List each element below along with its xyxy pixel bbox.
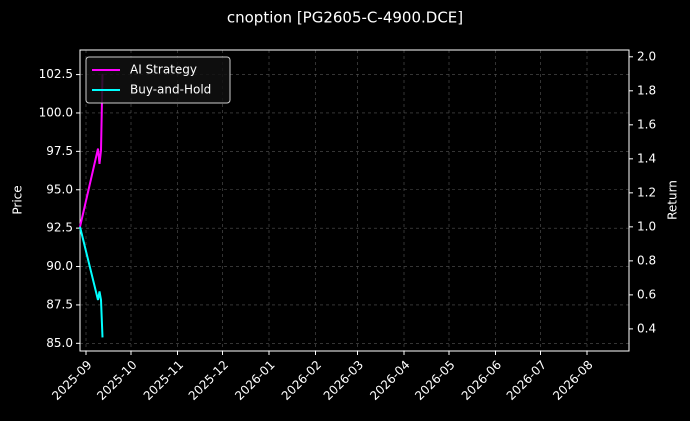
x-tick-label: 2025-12 [186,358,231,403]
y2-tick-label: 1.4 [637,151,656,165]
chart-title: cnoption [PG2605-C-4900.DCE] [227,9,463,27]
y-tick-label: 92.5 [46,221,73,235]
y-tick-label: 95.0 [46,182,73,196]
x-tick-label: 2026-01 [232,358,277,403]
y-tick-label: 100.0 [39,105,73,119]
y2-tick-label: 2.0 [637,49,656,63]
y2-tick-label: 1.0 [637,219,656,233]
legend-label: Buy-and-Hold [130,83,211,97]
y2-tick-label: 0.8 [637,253,656,267]
y-tick-label: 90.0 [46,259,73,273]
plot-frame [79,49,630,352]
y2-tick-label: 1.6 [637,117,656,131]
legend-label: AI Strategy [130,63,197,77]
y-tick-label: 102.5 [39,67,73,81]
y2-tick-label: 1.2 [637,185,656,199]
x-tick-label: 2025-10 [94,358,139,403]
y2-tick-label: 0.4 [637,321,656,335]
x-tick-label: 2026-02 [279,358,324,403]
x-tick-label: 2026-06 [459,358,504,403]
series-line [79,226,104,338]
x-tick-label: 2026-05 [412,358,457,403]
y-tick-label: 87.5 [46,297,73,311]
x-tick-label: 2026-03 [321,358,366,403]
legend-box [85,56,231,104]
x-tick-label: 2025-11 [141,358,186,403]
x-tick-label: 2025-09 [49,358,94,403]
x-tick-label: 2026-07 [504,358,549,403]
x-tick-label: 2026-04 [367,358,412,403]
y-tick-label: 97.5 [46,144,73,158]
y2-axis-label: Return [666,180,680,220]
x-tick-label: 2026-08 [550,358,595,403]
y2-tick-label: 1.8 [637,83,656,97]
y-axis-label: Price [11,185,25,214]
y-tick-label: 85.0 [46,336,73,350]
series-line [79,73,104,228]
y2-tick-label: 0.6 [637,287,656,301]
